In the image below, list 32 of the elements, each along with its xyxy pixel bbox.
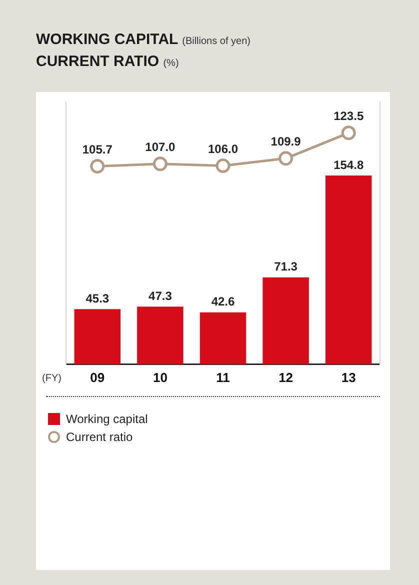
data-label: 42.6 <box>211 294 235 309</box>
chart-title: WORKING CAPITAL <box>36 31 178 48</box>
chart-subtitle: CURRENT RATIO <box>36 53 160 70</box>
x-tick-label: 12 <box>278 370 294 385</box>
x-tick-label: 09 <box>90 370 105 385</box>
data-label: 106.0 <box>208 142 238 156</box>
data-label: 105.7 <box>82 142 113 157</box>
point <box>152 156 168 172</box>
legend-label: Current ratio <box>65 429 134 446</box>
point <box>90 159 105 174</box>
legend-label: Working capital <box>65 411 148 428</box>
x-tick-label: 11 <box>216 370 230 385</box>
text: (Billions of yen) <box>182 36 250 47</box>
bar <box>74 309 121 364</box>
data-label: 107.0 <box>145 140 176 154</box>
bar <box>262 277 309 364</box>
data-label: 109.9 <box>270 134 302 149</box>
bar <box>200 312 246 364</box>
point <box>341 126 356 140</box>
data-label: 47.3 <box>148 288 172 303</box>
bar <box>137 306 184 364</box>
data-label: 71.3 <box>274 260 298 274</box>
data-label: 154.8 <box>334 158 364 172</box>
x-axis-title: (FY) <box>42 373 62 384</box>
text: (%) <box>163 58 179 69</box>
x-tick-label: 10 <box>152 370 168 385</box>
x-tick-label: 13 <box>341 370 356 385</box>
point <box>278 151 294 166</box>
data-label: 123.5 <box>334 109 364 124</box>
bar <box>325 175 372 364</box>
data-label: 45.3 <box>86 291 110 306</box>
point <box>216 158 230 173</box>
